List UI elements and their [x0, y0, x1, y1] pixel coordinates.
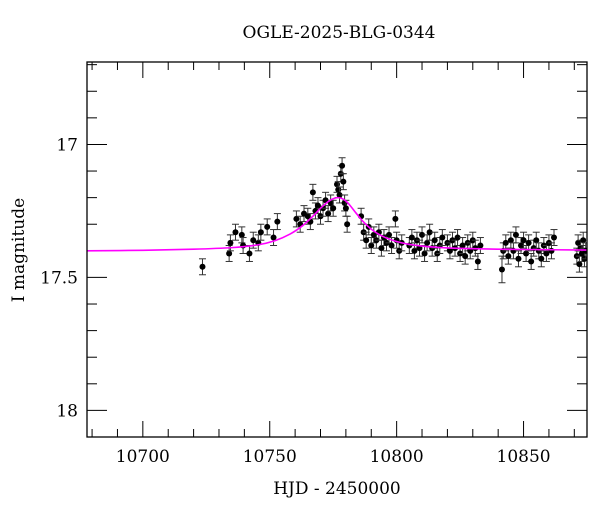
data-point — [532, 231, 540, 249]
x-tick-label: 10800 — [370, 447, 424, 467]
data-point — [446, 242, 454, 260]
y-tick-label: 17.5 — [40, 268, 78, 288]
data-point — [423, 234, 431, 252]
data-point — [542, 245, 550, 262]
data-point — [367, 237, 375, 254]
data-point — [263, 218, 271, 236]
data-point — [231, 223, 239, 241]
data-point — [391, 210, 399, 228]
data-point — [343, 215, 351, 233]
data-points — [198, 157, 587, 284]
data-point — [257, 223, 265, 241]
data-point — [270, 229, 278, 247]
data-point — [292, 210, 300, 228]
data-point — [512, 226, 520, 244]
data-point — [525, 234, 533, 252]
plot-frame — [86, 61, 588, 438]
y-axis-label: I magnitude — [9, 198, 29, 302]
data-point — [459, 237, 467, 254]
data-point — [507, 231, 515, 249]
data-point — [476, 237, 484, 254]
axis-ticks — [87, 62, 587, 438]
data-point — [527, 252, 535, 270]
data-point — [498, 255, 506, 284]
data-point — [579, 231, 587, 249]
data-point — [438, 229, 446, 247]
data-point — [239, 237, 247, 254]
data-point — [198, 258, 206, 276]
x-tick-label: 10850 — [497, 447, 551, 467]
data-point — [238, 226, 246, 244]
data-point — [273, 213, 281, 231]
y-tick-label: 17 — [56, 135, 78, 155]
data-point — [339, 173, 347, 191]
x-tick-label: 10750 — [243, 447, 297, 467]
data-point — [306, 213, 314, 231]
data-point — [550, 229, 558, 247]
x-axis-label: HJD - 2450000 — [273, 479, 401, 499]
data-point — [336, 186, 344, 204]
y-tick-label: 18 — [56, 401, 78, 421]
data-point — [309, 183, 317, 201]
tick-labels: 10700 10750 10800 10850 17 17.5 18 — [40, 135, 550, 467]
data-point — [504, 247, 512, 265]
chart-title: OGLE-2025-BLG-0344 — [243, 23, 436, 43]
data-point — [454, 229, 462, 247]
x-tick-label: 10700 — [116, 447, 170, 467]
model-curve — [87, 196, 587, 252]
data-point — [385, 226, 393, 244]
